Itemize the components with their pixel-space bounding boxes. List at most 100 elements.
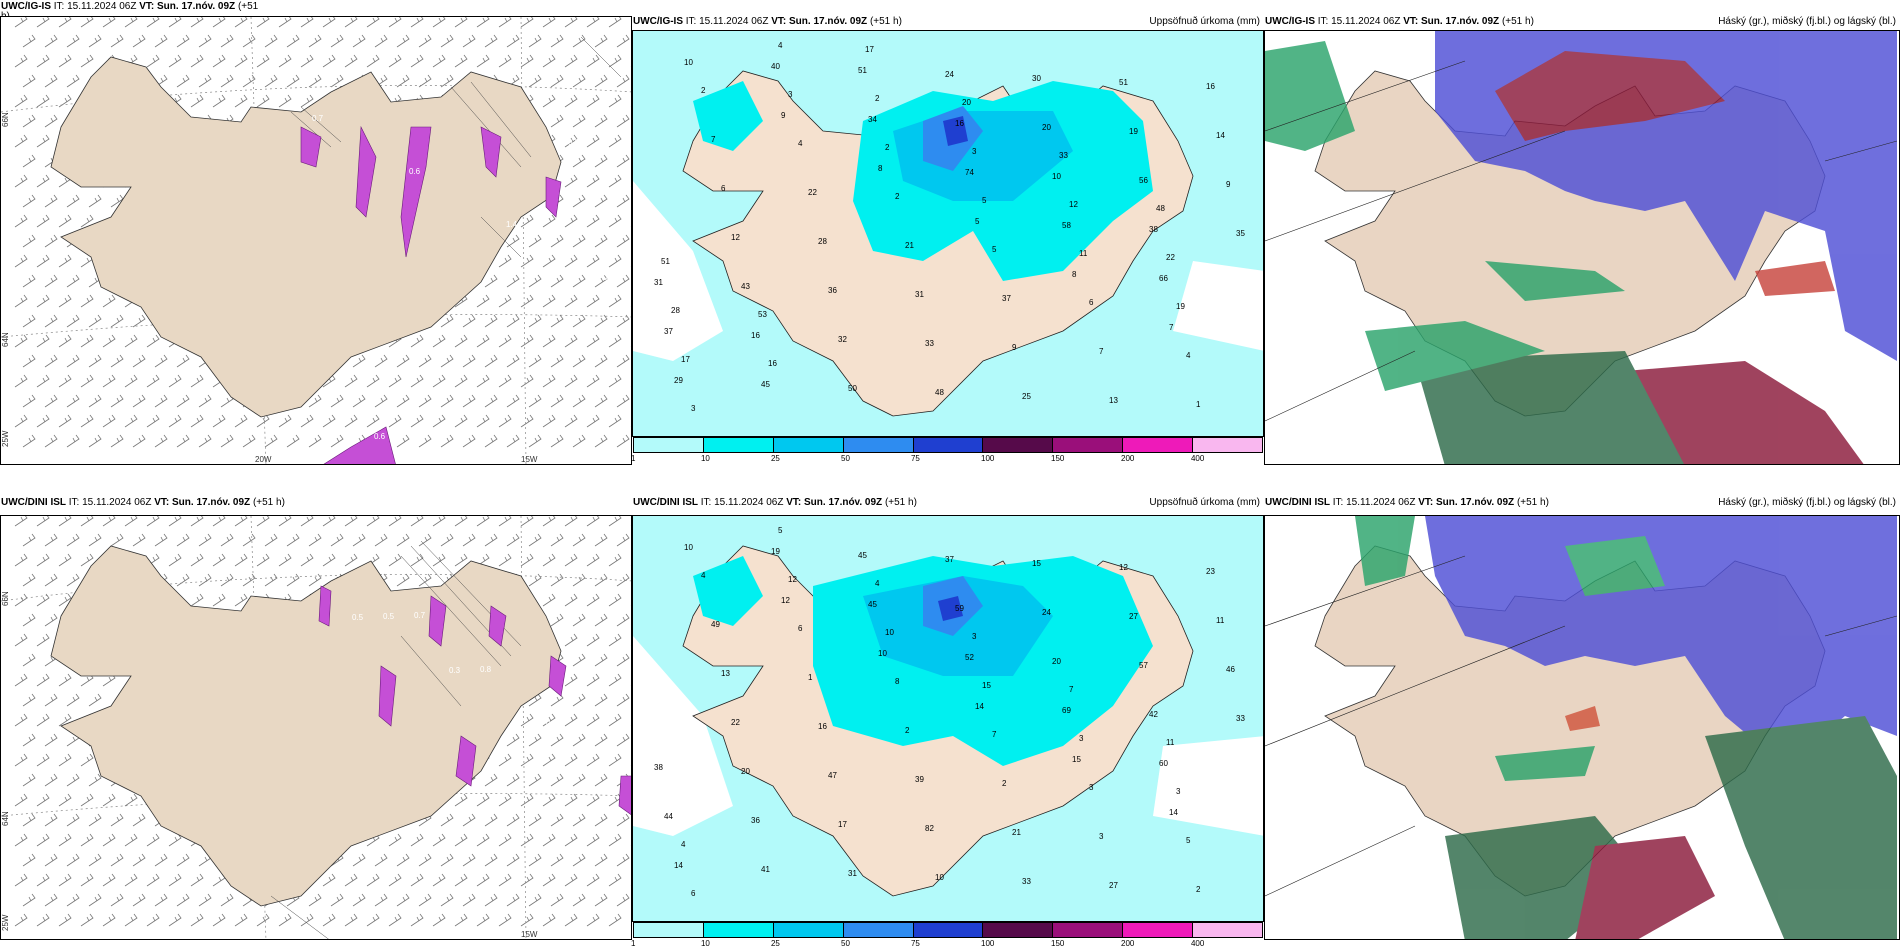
wind-barb: [366, 374, 380, 388]
value-label: 41: [761, 865, 770, 874]
value-label: 51: [661, 257, 670, 266]
wind-barb: [542, 553, 556, 567]
wind-barb: [22, 354, 36, 368]
wind-barb: [564, 174, 578, 188]
wind-barb: [608, 593, 622, 607]
wind-barb: [608, 294, 622, 308]
wind-barb: [550, 853, 564, 867]
wind-barb: [462, 394, 476, 408]
wind-barb: [22, 194, 36, 208]
wind-barb: [366, 54, 380, 68]
value-label: 17: [865, 45, 874, 54]
value-label: 52: [965, 653, 974, 662]
value-label: 0.5: [352, 613, 364, 622]
wind-barb: [102, 17, 116, 28]
wind-map[interactable]: 66N 64N 25W 20W 15W 0.70.61.40.81.61.00.…: [0, 16, 632, 465]
wind-barb: [102, 414, 116, 428]
wind-barb: [476, 334, 490, 348]
wind-barb: [14, 713, 28, 727]
wind-barb: [432, 833, 446, 847]
colorbar-labels: 1 10 25 50 75 100 150 200 400: [631, 939, 1263, 949]
wind-barb: [462, 34, 476, 48]
wind-barb: [608, 753, 622, 767]
wind-barb: [608, 334, 622, 348]
wind-barb: [146, 833, 160, 847]
wind-barb: [528, 893, 542, 907]
wind-barb: [550, 533, 564, 547]
wind-barb: [586, 673, 600, 687]
wind-barb: [484, 314, 498, 328]
value-label: 21: [1012, 828, 1021, 837]
wind-barb: [528, 733, 542, 747]
value-label: 21: [905, 241, 914, 250]
wind-barb: [564, 516, 578, 527]
wind-barb: [462, 533, 476, 547]
wind-barb: [586, 374, 600, 388]
wind-barb: [396, 354, 410, 368]
wind-barb: [520, 553, 534, 567]
wind-barb: [344, 54, 358, 68]
wind-barb: [234, 54, 248, 68]
wind-barb: [154, 434, 168, 448]
wind-barb: [374, 394, 388, 408]
wind-barb: [286, 34, 300, 48]
wind-barb: [132, 813, 146, 827]
wind-barb: [366, 516, 380, 527]
wind-barb: [146, 516, 160, 527]
precip-map[interactable]: 10 12 10 14 15 14 14 19 45 52 69 60 44 41 45 59 20 42 38 36…: [632, 515, 1264, 922]
wind-barb: [168, 374, 182, 388]
value-label: 2: [875, 94, 880, 103]
wind-barb: [44, 34, 58, 48]
valid-time: VT: Sun. 17.nóv. 09Z: [139, 1, 236, 12]
valid-time: VT: Sun. 17.nóv. 09Z: [771, 16, 868, 27]
wind-barb: [564, 833, 578, 847]
colorbar-label: 400: [1190, 939, 1205, 948]
precip-map[interactable]: 10 9 8 5 8 7 29 40 34 74 58 66 37 45 51 16 10 38 31 16 50 24 2…: [632, 30, 1264, 437]
wind-barb: [88, 693, 102, 707]
value-label: 4: [681, 840, 686, 849]
wind-barb: [550, 434, 564, 448]
wind-barb: [286, 533, 300, 547]
wind-barb: [198, 533, 212, 547]
wind-barb: [14, 913, 28, 927]
wind-barb: [550, 354, 564, 368]
wind-barb: [594, 533, 608, 547]
wind-barb: [322, 913, 336, 927]
value-label: 20: [962, 98, 971, 107]
lon-label-15w: 15W: [521, 455, 538, 464]
wind-barb: [80, 913, 94, 927]
wind-barb: [572, 194, 586, 208]
wind-barb: [132, 354, 146, 368]
wind-barb: [22, 893, 36, 907]
wind-barb: [264, 434, 278, 448]
cloud-map[interactable]: [1264, 515, 1900, 940]
cloud-map[interactable]: [1264, 30, 1900, 465]
wind-barb: [594, 853, 608, 867]
wind-barb: [154, 533, 168, 547]
wind-barb: [88, 813, 102, 827]
valid-time: VT: Sun. 17.nóv. 09Z: [786, 497, 883, 508]
colorbar-swatch: [1053, 923, 1124, 937]
value-label: 10: [1052, 172, 1061, 181]
wind-barb: [352, 533, 366, 547]
wind-barb: [454, 873, 468, 887]
wind-map[interactable]: 66N 64N 25W 15W 0.5 0.3 0.3 0.5 0.8 0.4 0.7: [0, 515, 632, 940]
wind-barb: [14, 374, 28, 388]
wind-barb: [564, 414, 578, 428]
wind-barb: [616, 813, 630, 827]
wind-barb: [542, 593, 556, 607]
value-label: 51: [1119, 78, 1128, 87]
wind-barb: [564, 793, 578, 807]
wind-barb: [608, 134, 622, 148]
wind-barb: [256, 516, 270, 527]
wind-barb: [308, 573, 322, 587]
wind-barb: [66, 893, 80, 907]
wind-barb: [36, 254, 50, 268]
wind-barb: [256, 553, 270, 567]
wind-barb: [586, 553, 600, 567]
value-label: 11: [1079, 249, 1088, 258]
value-label: 12: [1119, 563, 1128, 572]
value-label: 36: [751, 816, 760, 825]
value-label: 2: [885, 143, 890, 152]
wind-barb: [594, 653, 608, 667]
